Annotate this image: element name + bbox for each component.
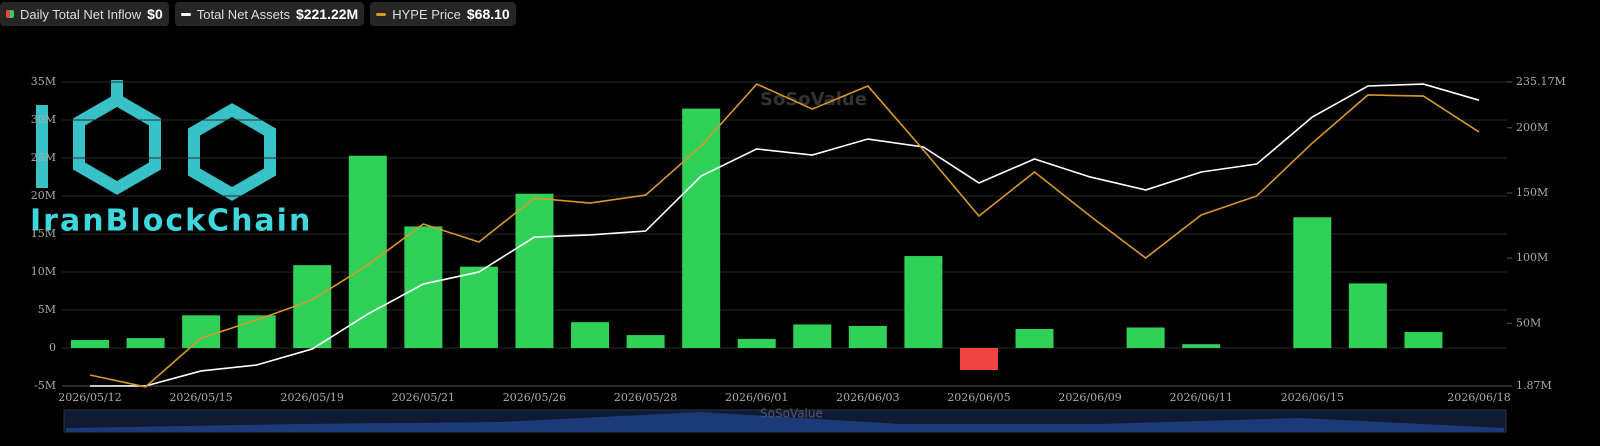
y2-tick-label: 150M [1516,186,1548,199]
x-tick-label: 2026/05/12 [58,391,121,404]
y-tick-label: 0 [49,341,56,354]
y2-tick-label: 1.87M [1516,379,1552,392]
x-tick-label: 2026/05/21 [392,391,455,404]
x-tick-label: 2026/06/03 [836,391,899,404]
legend-value: $221.22M [295,6,359,22]
legend-value: $0 [147,6,163,22]
x-tick-label: 2026/05/28 [614,391,677,404]
x-tick-label: 2026/06/15 [1281,391,1344,404]
x-tick-label: 2026/06/09 [1058,391,1121,404]
bar [1348,283,1387,348]
line [89,83,1480,388]
line [89,83,1480,387]
legend-item[interactable]: HYPE Price $68.10 [370,2,516,26]
bar [1126,327,1165,348]
logo-shape [188,103,276,201]
legend-label: HYPE Price [392,6,461,22]
bar [848,325,887,348]
watermark: SoSoValue [760,89,867,110]
bar [682,108,721,348]
x-tick-label: 2026/06/18 [1447,391,1510,404]
bar [293,265,332,348]
legend-value: $68.10 [466,6,510,22]
bar [1015,329,1054,348]
y2-tick-label: 200M [1516,121,1548,134]
y2-tick-label: 50M [1516,316,1541,329]
y-tick-label: 15M [31,227,56,240]
bar [71,340,109,348]
bar [793,324,832,348]
y-tick-label: 20M [31,189,56,202]
y-tick-label: 30M [31,113,56,126]
legend-item[interactable]: Total Net Assets $221.22M [174,2,365,26]
bar [571,322,610,348]
x-tick-label: 2026/05/19 [281,391,344,404]
y-tick-label: 5M [38,303,56,316]
x-tick-label: 2026/06/01 [725,391,788,404]
bar [404,226,443,348]
navigator-area [66,412,1504,432]
bar [959,348,998,371]
bar [904,256,943,348]
y-tick-label: 35M [31,75,56,88]
x-tick-label: 2026/05/15 [169,391,232,404]
y2-tick-label: 100M [1516,251,1548,264]
watermark: SoSoValue [760,407,823,421]
logo-text: IranBlockChain [30,204,312,239]
bar [1293,217,1332,348]
bar [348,155,387,348]
y2-tick-label: 235.17M [1516,75,1566,88]
y-tick-label: 25M [31,151,56,164]
bar [1404,332,1443,348]
bar [515,193,554,348]
legend-label: Total Net Assets [196,6,290,22]
bar [126,338,165,348]
bar [182,315,221,348]
legend-swatch [376,12,387,16]
logo [36,80,276,201]
bar [1182,344,1221,348]
logo-shape [73,93,161,195]
legend-swatch [6,10,14,18]
y-tick-label: 10M [31,265,56,278]
legend-label: Daily Total Net Inflow [20,6,142,22]
bar [459,266,498,348]
x-tick-label: 2026/06/11 [1169,391,1232,404]
bar [737,338,776,348]
legend-swatch [180,12,191,16]
y-tick-label: -5M [34,379,56,392]
legend-item[interactable]: Daily Total Net Inflow $0 [0,2,169,26]
legend: Daily Total Net Inflow $0 Total Net Assets… [0,2,516,26]
bar [626,335,665,348]
x-tick-label: 2026/05/26 [503,391,566,404]
x-tick-label: 2026/06/05 [947,391,1010,404]
